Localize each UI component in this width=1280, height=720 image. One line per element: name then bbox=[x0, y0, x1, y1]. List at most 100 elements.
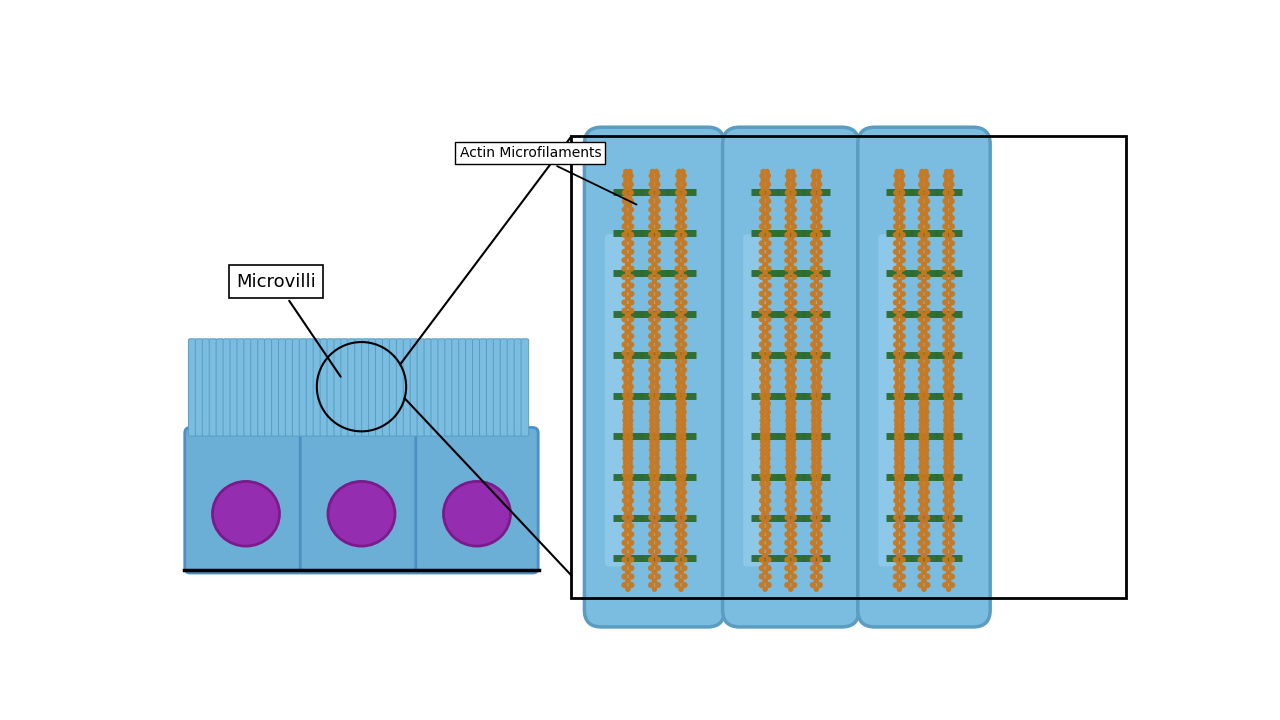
Point bbox=[806, 292, 827, 304]
Point bbox=[777, 263, 797, 274]
Point bbox=[641, 415, 662, 426]
Point bbox=[781, 583, 801, 595]
Point bbox=[805, 242, 826, 253]
Point bbox=[806, 292, 827, 304]
Point bbox=[671, 258, 691, 270]
Point bbox=[941, 423, 961, 435]
Point bbox=[941, 415, 961, 426]
Point bbox=[941, 170, 961, 181]
Point bbox=[916, 478, 937, 490]
Point bbox=[808, 217, 828, 228]
Point bbox=[913, 508, 933, 519]
Point bbox=[938, 301, 959, 312]
Point bbox=[804, 406, 824, 418]
Point bbox=[751, 528, 772, 540]
Point bbox=[911, 431, 932, 443]
Point bbox=[617, 310, 637, 321]
Point bbox=[910, 554, 931, 565]
Point bbox=[890, 583, 910, 595]
Point bbox=[918, 280, 938, 292]
Point bbox=[809, 187, 829, 199]
Point bbox=[888, 208, 909, 220]
Point bbox=[643, 351, 663, 363]
Point bbox=[753, 402, 773, 413]
Point bbox=[668, 469, 689, 481]
Point bbox=[940, 351, 960, 363]
Point bbox=[644, 567, 664, 578]
Point bbox=[809, 313, 829, 325]
Point bbox=[643, 524, 663, 536]
Point bbox=[751, 229, 772, 240]
Point bbox=[648, 305, 668, 317]
Point bbox=[641, 503, 662, 515]
Point bbox=[671, 276, 691, 287]
Point bbox=[915, 225, 936, 236]
Point bbox=[910, 562, 931, 574]
Point bbox=[913, 524, 933, 536]
Point bbox=[809, 537, 829, 549]
Point bbox=[669, 351, 690, 363]
Point bbox=[892, 390, 913, 401]
Point bbox=[758, 449, 778, 460]
Point bbox=[614, 562, 635, 574]
Point bbox=[646, 436, 667, 447]
Point bbox=[668, 410, 689, 422]
Point bbox=[671, 318, 691, 329]
Point bbox=[758, 440, 778, 451]
FancyBboxPatch shape bbox=[209, 339, 216, 436]
Point bbox=[918, 305, 938, 317]
Point bbox=[778, 444, 799, 456]
Point bbox=[778, 377, 799, 388]
Point bbox=[667, 220, 687, 232]
Point bbox=[618, 233, 639, 245]
Point bbox=[669, 541, 690, 553]
Point bbox=[644, 284, 664, 295]
Point bbox=[916, 406, 937, 418]
Point bbox=[888, 225, 909, 236]
Point bbox=[887, 410, 908, 422]
Point bbox=[942, 204, 963, 215]
Point bbox=[621, 229, 641, 240]
Point bbox=[941, 187, 961, 199]
Point bbox=[941, 453, 961, 464]
Point bbox=[643, 474, 663, 485]
Point bbox=[753, 166, 773, 177]
Point bbox=[758, 288, 778, 300]
Point bbox=[756, 225, 777, 236]
Point bbox=[911, 457, 932, 469]
Point bbox=[641, 554, 662, 565]
Point bbox=[890, 301, 910, 312]
FancyBboxPatch shape bbox=[244, 339, 251, 436]
Point bbox=[667, 537, 687, 549]
Point bbox=[648, 195, 668, 207]
Point bbox=[618, 524, 639, 536]
Point bbox=[781, 292, 801, 304]
Point bbox=[614, 372, 635, 384]
Point bbox=[646, 457, 667, 469]
Point bbox=[941, 465, 961, 477]
Point bbox=[645, 258, 666, 270]
Point bbox=[803, 381, 823, 392]
Point bbox=[809, 179, 829, 190]
Point bbox=[887, 369, 908, 380]
Point bbox=[777, 356, 797, 367]
Point bbox=[892, 579, 913, 590]
Point bbox=[758, 187, 778, 199]
Point bbox=[644, 575, 664, 587]
Point bbox=[891, 191, 911, 202]
Point bbox=[890, 242, 910, 253]
Point bbox=[806, 575, 827, 587]
Point bbox=[934, 528, 955, 540]
Point bbox=[938, 318, 959, 329]
Point bbox=[648, 579, 668, 590]
FancyBboxPatch shape bbox=[500, 339, 508, 436]
Point bbox=[942, 246, 963, 258]
Point bbox=[937, 217, 957, 228]
Point bbox=[672, 360, 692, 372]
Point bbox=[886, 339, 906, 351]
Point bbox=[892, 238, 913, 249]
Point bbox=[892, 487, 913, 498]
Point bbox=[886, 347, 906, 359]
Point bbox=[780, 351, 800, 363]
Point bbox=[673, 487, 694, 498]
